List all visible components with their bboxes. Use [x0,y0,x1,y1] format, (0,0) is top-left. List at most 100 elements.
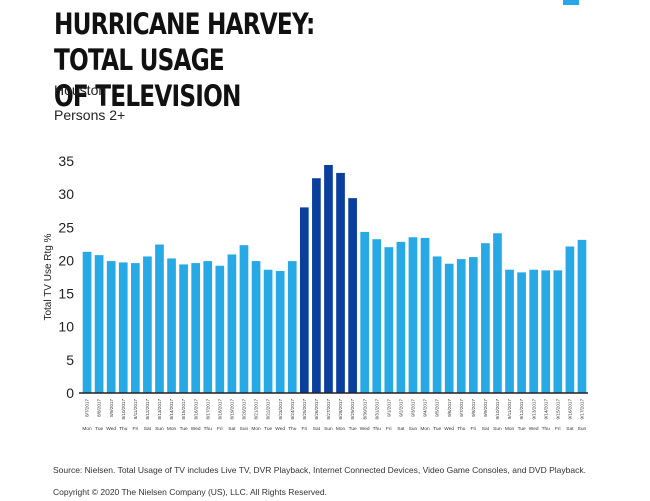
x-weekday-label: Thu [119,426,128,432]
x-weekday-label: Sat [397,426,405,432]
bar [324,164,333,393]
demographic-label: Persons 2+ [54,107,126,123]
copyright-note: Copyright © 2020 The Nielsen Company (US… [53,487,327,497]
x-weekday-label: Sat [482,426,490,432]
bar [118,262,128,393]
x-weekday-label: Mon [505,426,515,432]
x-date-label: 8/20/2017 [242,399,247,420]
bar [396,241,406,393]
bar [420,237,430,393]
bar [517,272,526,393]
x-date-label: 9/15/2017 [555,399,560,420]
x-date-label: 8/26/2017 [314,399,319,420]
bar [577,239,587,393]
x-weekday-label: Sun [578,426,587,432]
bar [444,263,454,393]
x-weekday-label: Mon [251,426,261,432]
x-weekday-label: Wed [360,426,370,432]
x-weekday-label: Tue [95,426,103,432]
x-date-label: 9/17/2017 [580,399,585,420]
bar [565,246,575,393]
bar [275,271,285,393]
x-date-label: 8/24/2017 [290,399,295,420]
x-date-label: 9/11/2017 [507,399,512,420]
bar [541,270,551,393]
y-tick-label: 5 [66,352,74,368]
x-date-label: 9/10/2017 [495,399,500,420]
x-weekday-label: Fri [133,426,139,432]
x-date-label: 8/14/2017 [169,399,174,420]
x-weekday-label: Sat [144,426,152,432]
x-date-label: 9/16/2017 [567,399,572,420]
x-date-label: 9/1/2017 [386,399,391,417]
x-date-label: 9/13/2017 [531,399,536,420]
x-date-label: 8/25/2017 [302,399,307,420]
bar [94,255,104,393]
x-date-label: 8/16/2017 [193,399,198,420]
bar [553,270,563,393]
x-date-label: 8/21/2017 [254,399,259,420]
x-date-label: 8/30/2017 [362,399,367,420]
x-date-label: 8/15/2017 [181,399,186,420]
bar [203,261,213,393]
x-date-label: 8/19/2017 [229,399,234,420]
tv-usage-bar-chart: 0 5 10 15 20 25 30 35 Total TV Use Rtg % 8/7/201… [43,153,588,432]
y-tick-label: 20 [58,252,74,268]
x-weekday-label: Fri [302,426,308,432]
bar [167,258,176,393]
bar [336,172,345,393]
x-date-label: 8/7/2017 [85,399,90,417]
title-line-1: HURRICANE HARVEY: TOTAL USAGE [54,7,315,77]
bar [505,269,514,393]
x-date-label: 9/5/2017 [435,399,440,417]
x-weekday-label: Tue [433,426,441,432]
x-date-label: 8/22/2017 [266,399,271,420]
x-weekday-label: Sun [324,426,333,432]
bar [82,251,92,393]
bar [191,263,201,393]
x-weekday-label: Sat [566,426,574,432]
title-line-2: OF TELEVISION [54,79,241,113]
x-weekday-label: Sun [155,426,164,432]
y-tick-label: 10 [58,319,74,335]
x-weekday-label: Wed [275,426,285,432]
y-tick-label: 35 [58,153,74,169]
x-weekday-label: Fri [217,426,223,432]
bar [251,261,261,393]
x-date-label: 8/31/2017 [374,399,379,420]
bar [143,256,152,393]
x-date-label: 9/6/2017 [447,399,452,417]
x-weekday-label: Fri [555,426,561,432]
page-title: HURRICANE HARVEY: TOTAL USAGE OF TELEVIS… [54,6,390,114]
x-weekday-label: Sun [493,426,502,432]
x-weekday-label: Sun [409,426,418,432]
x-weekday-label: Mon [420,426,430,432]
x-weekday-label: Thu [288,426,297,432]
x-date-label: 9/14/2017 [543,399,548,420]
x-weekday-label: Sat [228,426,236,432]
y-tick-label: 30 [58,186,74,202]
x-weekday-label: Tue [349,426,357,432]
x-date-label: 9/3/2017 [411,399,416,417]
bar [179,264,188,393]
x-weekday-label: Wed [529,426,539,432]
x-weekday-label: Tue [180,426,188,432]
x-weekday-label: Sun [240,426,249,432]
bar [130,263,140,393]
bar [155,244,164,393]
x-date-label: 8/8/2017 [97,399,102,417]
source-note: Source: Nielsen. Total Usage of TV inclu… [53,465,586,475]
x-date-label: 8/10/2017 [121,399,126,420]
bar [215,265,225,393]
bar [432,256,442,393]
x-weekday-label: Thu [542,426,551,432]
bar [529,269,539,393]
x-weekday-label: Mon [82,426,92,432]
x-weekday-label: Tue [518,426,526,432]
x-date-label: 8/23/2017 [278,399,283,420]
x-weekday-label: Mon [167,426,177,432]
x-date-label: 9/4/2017 [423,399,428,417]
x-weekday-label: Wed [444,426,454,432]
bar [287,261,297,393]
bar [468,257,478,393]
